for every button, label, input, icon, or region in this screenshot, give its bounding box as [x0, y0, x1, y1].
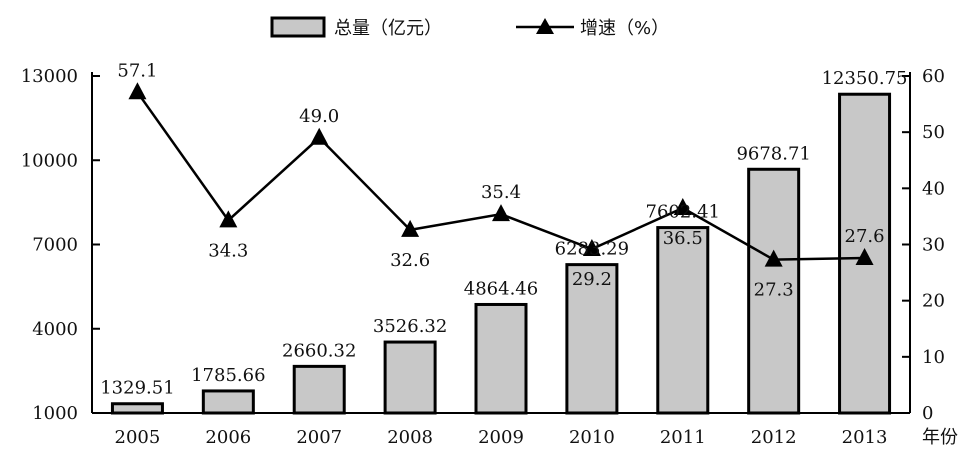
growth-point-2005 — [128, 82, 147, 100]
right-tick-label: 0 — [922, 403, 933, 424]
x-tick-label: 2012 — [751, 427, 797, 448]
legend-bar-label: 总量（亿元） — [334, 18, 442, 39]
bar-value-label: 3526.32 — [373, 316, 447, 337]
growth-point-2008 — [401, 219, 420, 237]
growth-value-label: 35.4 — [481, 182, 521, 203]
right-tick-label: 30 — [922, 235, 945, 256]
right-tick-label: 10 — [922, 347, 945, 368]
right-tick-label: 50 — [922, 122, 945, 143]
x-axis-suffix-label: 年份 — [922, 427, 958, 448]
legend-bar-swatch — [270, 16, 326, 38]
growth-point-2006 — [219, 210, 238, 228]
growth-value-label: 57.1 — [117, 60, 157, 81]
bar-value-label: 1329.51 — [100, 378, 174, 399]
x-tick-label: 2005 — [115, 427, 161, 448]
right-tick-label: 20 — [922, 291, 945, 312]
bar-value-label: 1785.66 — [191, 365, 265, 386]
x-tick-label: 2009 — [478, 427, 524, 448]
growth-value-label: 29.2 — [572, 269, 612, 290]
growth-point-2012 — [764, 249, 783, 267]
bar-2005 — [110, 402, 164, 415]
right-tick-label: 40 — [922, 178, 945, 199]
bar-2006 — [201, 389, 255, 415]
growth-point-2010 — [582, 238, 601, 256]
growth-point-2013 — [855, 247, 874, 265]
legend-triangle-marker — [536, 18, 554, 34]
left-tick-label: 7000 — [32, 235, 78, 256]
left-tick-label: 4000 — [32, 319, 78, 340]
growth-point-2007 — [310, 127, 329, 145]
bar-2012 — [747, 167, 801, 415]
growth-value-label: 27.6 — [845, 226, 885, 247]
growth-value-label: 34.3 — [208, 240, 248, 261]
bar-2007 — [292, 364, 346, 415]
left-tick-label: 13000 — [21, 66, 78, 87]
legend: 总量（亿元） 增速（%） — [270, 16, 669, 39]
bar-value-label: 2660.32 — [282, 340, 356, 361]
data-labels: 1329.51 1785.66 2660.32 3526.32 4864.46 6283.… — [100, 60, 907, 398]
bar-value-label: 7602.41 — [646, 202, 720, 223]
bar-value-label: 9678.71 — [736, 143, 810, 164]
x-tick-label: 2011 — [660, 427, 706, 448]
bar-value-label: 6283.29 — [555, 239, 629, 260]
growth-point-2011 — [673, 197, 692, 215]
growth-value-label: 27.3 — [754, 280, 794, 301]
bar-2010 — [565, 263, 619, 415]
x-tick-label: 2010 — [569, 427, 615, 448]
bar-2008 — [383, 340, 437, 415]
x-tick-label: 2006 — [205, 427, 251, 448]
growth-value-label: 49.0 — [299, 106, 339, 127]
right-tick-label: 60 — [922, 66, 945, 87]
left-tick-label: 10000 — [21, 150, 78, 171]
growth-value-label: 36.5 — [663, 228, 703, 249]
x-tick-label: 2007 — [296, 427, 342, 448]
x-tick-label: 2013 — [842, 427, 888, 448]
growth-point-2009 — [492, 204, 510, 222]
growth-line-series — [128, 82, 874, 267]
bars — [110, 92, 892, 415]
bar-2011 — [656, 226, 710, 415]
growth-value-label: 32.6 — [390, 250, 430, 271]
x-tick-label: 2008 — [387, 427, 433, 448]
legend-line-label: 增速（%） — [580, 18, 669, 39]
bar-value-label: 4864.46 — [464, 278, 538, 299]
bar-2009 — [474, 302, 528, 415]
left-tick-label: 1000 — [32, 403, 78, 424]
bar-value-label: 12350.75 — [822, 68, 908, 89]
